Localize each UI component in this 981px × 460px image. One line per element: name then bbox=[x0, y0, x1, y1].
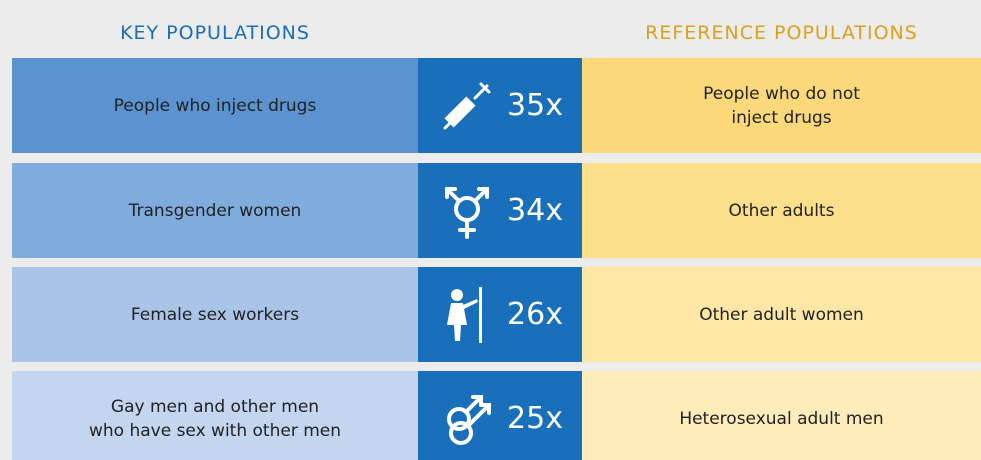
ratio: 35x bbox=[507, 88, 563, 123]
reference-header: REFERENCE POPULATIONS bbox=[645, 22, 918, 44]
text-line: inject drugs bbox=[731, 107, 832, 128]
text-line: Heterosexual adult men bbox=[679, 408, 884, 429]
key-cell: Gay men and other men who have sex with o… bbox=[12, 371, 418, 460]
ratio: 25x bbox=[507, 401, 563, 436]
ratio: 34x bbox=[507, 193, 563, 228]
text-line: Gay men and other men bbox=[110, 396, 320, 417]
reference-cell: Other adults bbox=[582, 163, 981, 258]
ratio-cell: 34x bbox=[418, 163, 582, 258]
ratio-cell: 26x bbox=[418, 267, 582, 362]
text-line: Other adults bbox=[728, 200, 835, 221]
reference-cell: Heterosexual adult men bbox=[582, 371, 981, 460]
text-line: People who inject drugs bbox=[113, 95, 317, 116]
key-cell: Transgender women bbox=[12, 163, 418, 258]
text-line: Other adult women bbox=[699, 304, 864, 325]
icon bbox=[445, 186, 490, 239]
key-cell: People who inject drugs bbox=[12, 58, 418, 153]
key-header: KEY POPULATIONS bbox=[120, 22, 310, 44]
ratio-cell: 35x bbox=[418, 58, 582, 153]
icon bbox=[447, 394, 492, 445]
icon bbox=[443, 82, 491, 129]
text-line: Female sex workers bbox=[130, 304, 300, 325]
ratio-cell: 25x bbox=[418, 371, 582, 460]
text-line: People who do not bbox=[703, 83, 860, 104]
ratio: 26x bbox=[507, 297, 563, 332]
reference-cell: Other adult women bbox=[582, 267, 981, 362]
icon bbox=[447, 286, 483, 343]
key-cell: Female sex workers bbox=[12, 267, 418, 362]
reference-cell: People who do not inject drugs bbox=[582, 58, 981, 153]
text-line: Transgender women bbox=[128, 200, 302, 221]
text-line: who have sex with other men bbox=[88, 420, 342, 441]
